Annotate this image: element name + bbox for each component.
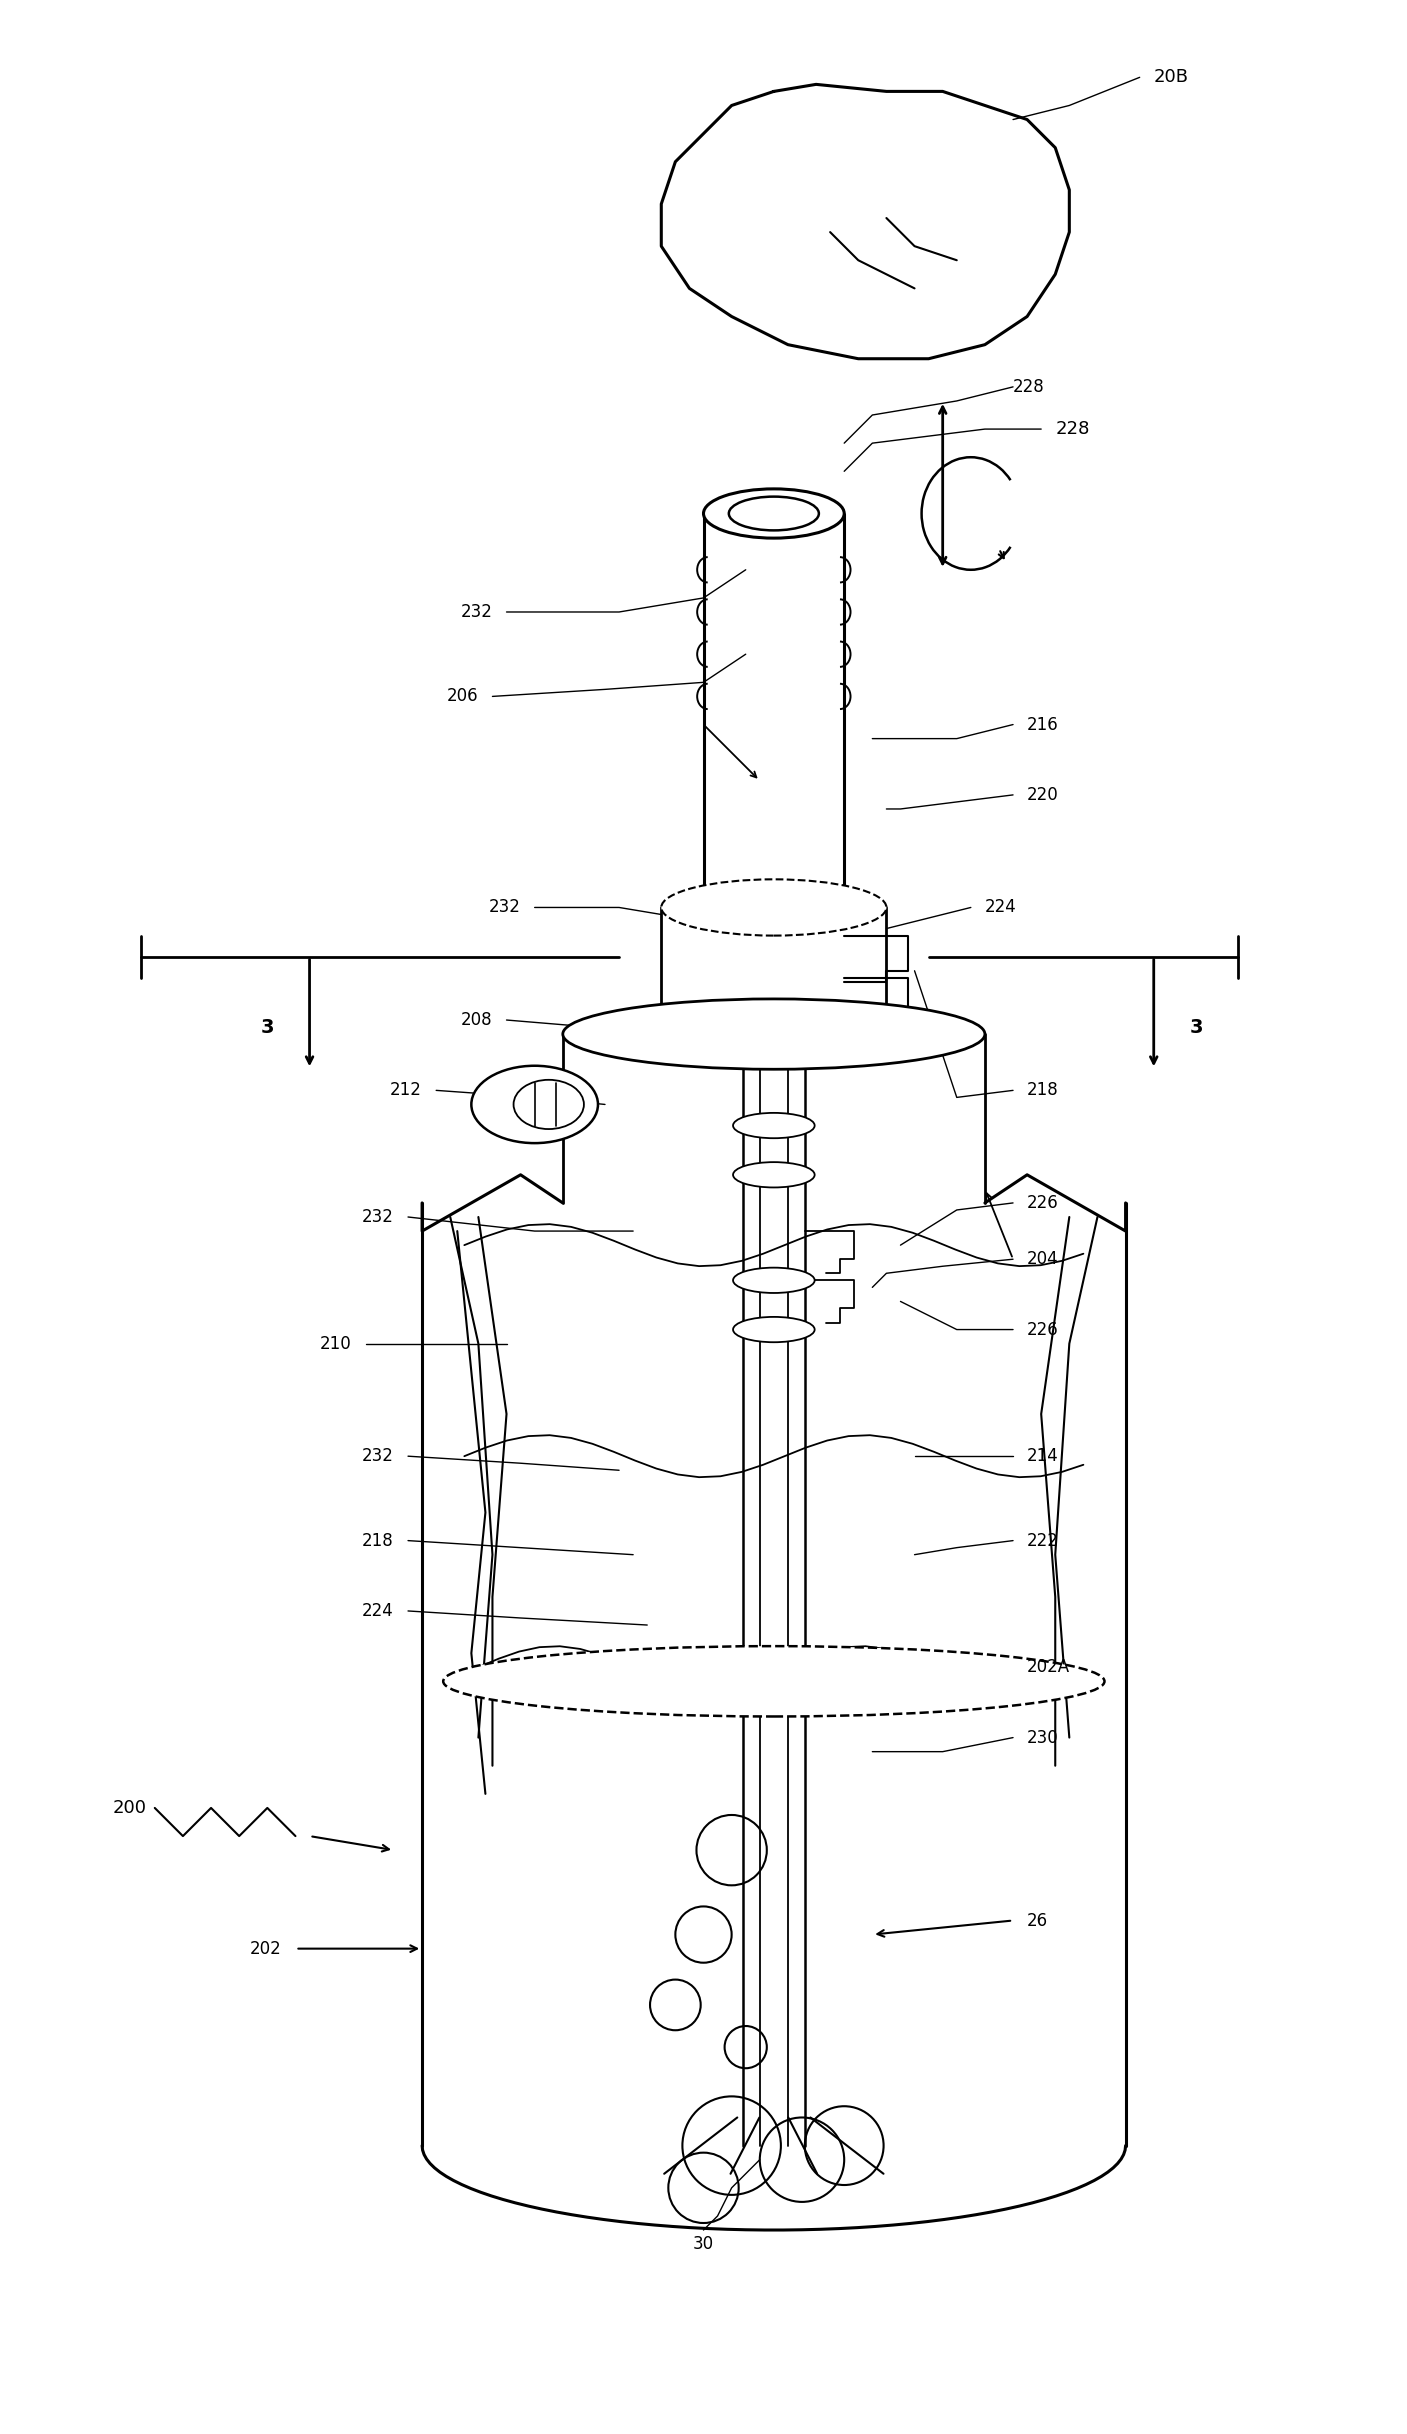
Ellipse shape — [733, 1161, 815, 1188]
Text: 226: 226 — [1027, 1322, 1059, 1339]
Text: 216: 216 — [1027, 716, 1059, 733]
Text: 214: 214 — [1027, 1448, 1059, 1465]
Ellipse shape — [733, 1268, 815, 1292]
Text: 3: 3 — [260, 1017, 274, 1037]
Text: 224: 224 — [985, 898, 1017, 918]
Text: 30: 30 — [692, 2234, 715, 2254]
Text: 232: 232 — [362, 1448, 394, 1465]
Text: 204: 204 — [1027, 1251, 1058, 1268]
Text: 208: 208 — [461, 1010, 492, 1030]
Text: 230: 230 — [1027, 1728, 1059, 1748]
Ellipse shape — [733, 1112, 815, 1139]
Text: 232: 232 — [460, 604, 492, 621]
Text: 228: 228 — [1055, 421, 1089, 438]
Text: 202A: 202A — [1027, 1658, 1071, 1677]
Text: 226: 226 — [1027, 1195, 1059, 1212]
Text: 206: 206 — [447, 686, 478, 706]
Text: 202: 202 — [249, 1940, 281, 1957]
Text: 222: 222 — [1027, 1531, 1059, 1550]
Text: 212: 212 — [390, 1081, 422, 1100]
Text: 232: 232 — [362, 1207, 394, 1227]
Ellipse shape — [443, 1645, 1104, 1716]
Ellipse shape — [471, 1066, 598, 1144]
Text: 200: 200 — [113, 1799, 146, 1816]
Ellipse shape — [514, 1081, 584, 1129]
Ellipse shape — [729, 497, 819, 531]
Text: 224: 224 — [362, 1602, 394, 1621]
Text: 220: 220 — [1027, 786, 1059, 803]
Ellipse shape — [733, 1317, 815, 1341]
Text: 20B: 20B — [1154, 68, 1189, 85]
Text: 232: 232 — [488, 898, 521, 918]
Text: 228: 228 — [1013, 377, 1045, 397]
Ellipse shape — [704, 489, 844, 538]
Ellipse shape — [563, 998, 985, 1069]
Text: 26: 26 — [1027, 1911, 1048, 1930]
Text: 210: 210 — [319, 1334, 352, 1353]
Text: 218: 218 — [362, 1531, 394, 1550]
Ellipse shape — [661, 879, 886, 935]
Text: 3: 3 — [1189, 1017, 1203, 1037]
Text: 218: 218 — [1027, 1081, 1059, 1100]
